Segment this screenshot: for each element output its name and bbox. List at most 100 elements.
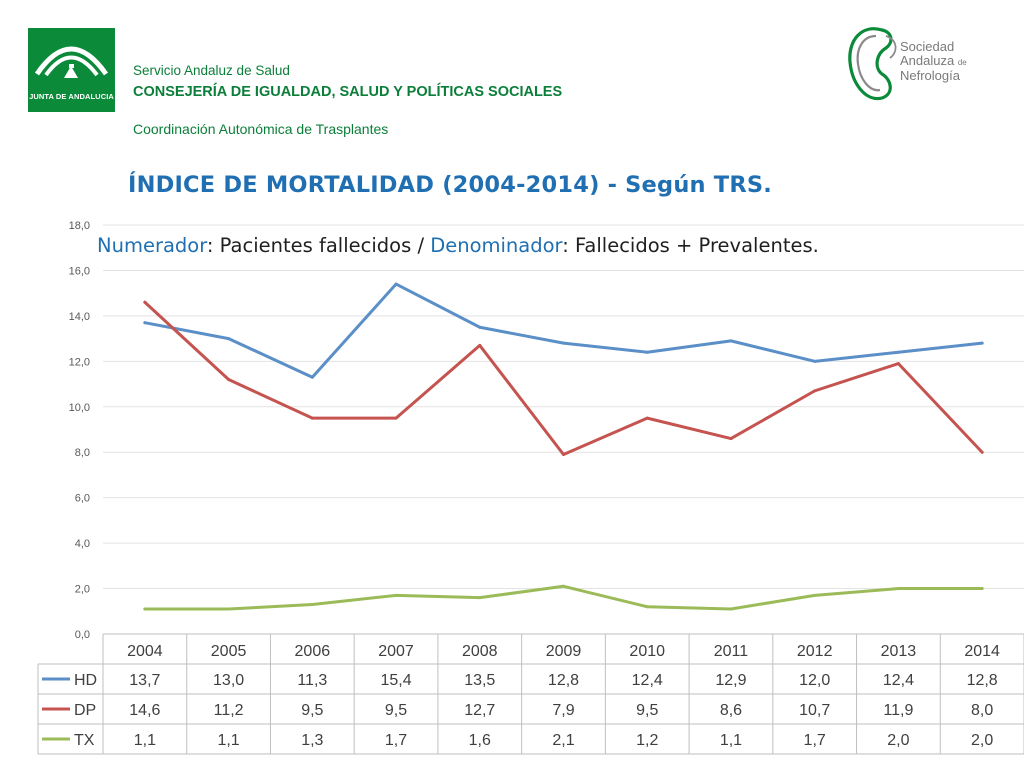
table-cell-dp: 9,5: [385, 702, 407, 719]
subtitle-numerador: Numerador: [97, 234, 207, 257]
data-point-hd: [562, 341, 565, 345]
x-tick-label: 2011: [714, 643, 749, 660]
table-cell-tx: 1,1: [134, 732, 156, 749]
table-cell-dp: 14,6: [129, 702, 160, 719]
subtitle-part4: : Fallecidos + Prevalentes.: [562, 234, 819, 257]
table-cell-dp: 10,7: [799, 702, 830, 719]
table-cell-dp: 8,6: [720, 702, 742, 719]
table-cell-hd: 12,9: [715, 672, 746, 689]
slide-title: ÍNDICE DE MORTALIDAD (2004-2014) - Según…: [128, 172, 773, 198]
table-cell-hd: 12,0: [799, 672, 830, 689]
data-point-hd: [143, 321, 147, 325]
kidney-swirl-icon: [848, 27, 897, 101]
table-cell-dp: 11,9: [883, 702, 913, 719]
junta-de-andalucia-logo: JUNTA DE ANDALUCIA: [28, 28, 115, 112]
data-point-hd: [729, 339, 733, 343]
data-point-hd: [394, 282, 398, 286]
x-tick-label: 2010: [629, 643, 665, 660]
x-tick-label: 2004: [127, 643, 163, 660]
data-point-hd: [813, 359, 817, 363]
y-tick-label: 14,0: [69, 311, 90, 323]
table-cell-hd: 15,4: [380, 672, 411, 689]
data-point-dp: [310, 416, 314, 420]
legend-label-hd: HD: [74, 672, 97, 689]
data-point-dp: [562, 452, 565, 456]
junta-logo-text: JUNTA DE ANDALUCIA: [29, 92, 114, 101]
data-point-tx: [645, 605, 649, 609]
data-point-hd: [645, 350, 649, 354]
table-cell-dp: 12,7: [464, 702, 495, 719]
data-point-dp: [394, 416, 398, 420]
y-tick-label: 16,0: [69, 265, 90, 277]
data-point-hd: [896, 350, 900, 354]
y-tick-label: 18,0: [69, 220, 90, 232]
data-point-dp: [143, 300, 147, 304]
table-cell-tx: 1,1: [217, 732, 239, 749]
data-point-dp: [227, 378, 231, 382]
san-logo-line2-wrap: Andaluza de: [900, 52, 967, 70]
table-cell-tx: 1,7: [385, 732, 407, 749]
table-cell-hd: 12,4: [883, 672, 914, 689]
san-logo-text: Sociedad Andaluza de Nefrología: [900, 40, 967, 83]
x-tick-label: 2008: [462, 643, 498, 660]
table-cell-tx: 2,0: [887, 732, 909, 749]
table-cell-hd: 13,7: [129, 672, 160, 689]
data-point-dp: [478, 343, 482, 347]
data-point-tx: [562, 584, 565, 588]
san-logo-line2-small: de: [957, 57, 967, 67]
table-cell-tx: 1,1: [720, 732, 742, 749]
data-point-hd: [478, 325, 482, 329]
data-point-hd: [310, 375, 314, 379]
slide-subtitle: Numerador: Pacientes fallecidos / Denomi…: [95, 234, 821, 257]
coordinacion-label: Coordinación Autonómica de Trasplantes: [133, 121, 389, 137]
data-point-tx: [980, 587, 984, 591]
data-point-dp: [896, 362, 900, 366]
junta-arch-icon: [34, 46, 109, 78]
san-logo-line1: Sociedad: [900, 39, 955, 54]
data-point-dp: [729, 437, 733, 441]
table-cell-tx: 1,6: [469, 732, 491, 749]
table-cell-tx: 1,7: [804, 732, 826, 749]
data-point-tx: [478, 596, 482, 600]
data-point-tx: [394, 593, 398, 597]
legend-label-dp: DP: [74, 702, 96, 719]
table-cell-dp: 8,0: [971, 702, 993, 719]
table-cell-hd: 12,4: [632, 672, 663, 689]
x-tick-label: 2005: [211, 643, 247, 660]
x-tick-label: 2013: [881, 643, 917, 660]
y-tick-label: 12,0: [69, 356, 90, 368]
subtitle-part2: : Pacientes fallecidos /: [206, 234, 431, 257]
data-point-hd: [227, 337, 231, 341]
table-cell-hd: 12,8: [548, 672, 579, 689]
table-cell-tx: 1,3: [301, 732, 323, 749]
data-point-dp: [813, 389, 817, 393]
x-tick-label: 2012: [797, 643, 833, 660]
data-point-tx: [310, 602, 314, 606]
x-tick-label: 2006: [295, 643, 331, 660]
legend-label-tx: TX: [74, 732, 95, 749]
table-cell-hd: 12,8: [967, 672, 998, 689]
mortality-line-chart: 0,0 2,0 4,0 6,0 8,0 10,0 12,0 14,0 16,0 18,0 2004 2…: [37, 220, 1024, 755]
table-cell-tx: 2,0: [971, 732, 993, 749]
y-tick-label: 0,0: [75, 629, 90, 641]
data-point-tx: [143, 607, 147, 611]
consejeria-label: CONSEJERÍA DE IGUALDAD, SALUD Y POLÍTICA…: [133, 84, 563, 100]
san-logo-line2: Andaluza: [900, 52, 955, 68]
series-line-dp: [143, 300, 984, 456]
servicio-andaluz-label: Servicio Andaluz de Salud: [133, 63, 290, 78]
table-cell-hd: 13,0: [213, 672, 244, 689]
y-tick-label: 4,0: [75, 538, 90, 550]
data-point-tx: [729, 607, 733, 611]
y-tick-label: 8,0: [75, 447, 90, 459]
y-tick-label: 2,0: [75, 584, 90, 596]
x-tick-label: 2014: [964, 643, 1000, 660]
table-cell-tx: 2,1: [552, 732, 574, 749]
table-cell-hd: 11,3: [297, 672, 327, 689]
subtitle-denominador: Denominador: [430, 234, 563, 257]
series-line-tx: [143, 584, 984, 611]
table-cell-hd: 13,5: [464, 672, 495, 689]
data-point-tx: [896, 587, 900, 591]
table-cell-tx: 1,2: [636, 732, 658, 749]
table-cell-dp: 9,5: [636, 702, 658, 719]
series-line-hd: [143, 282, 984, 379]
